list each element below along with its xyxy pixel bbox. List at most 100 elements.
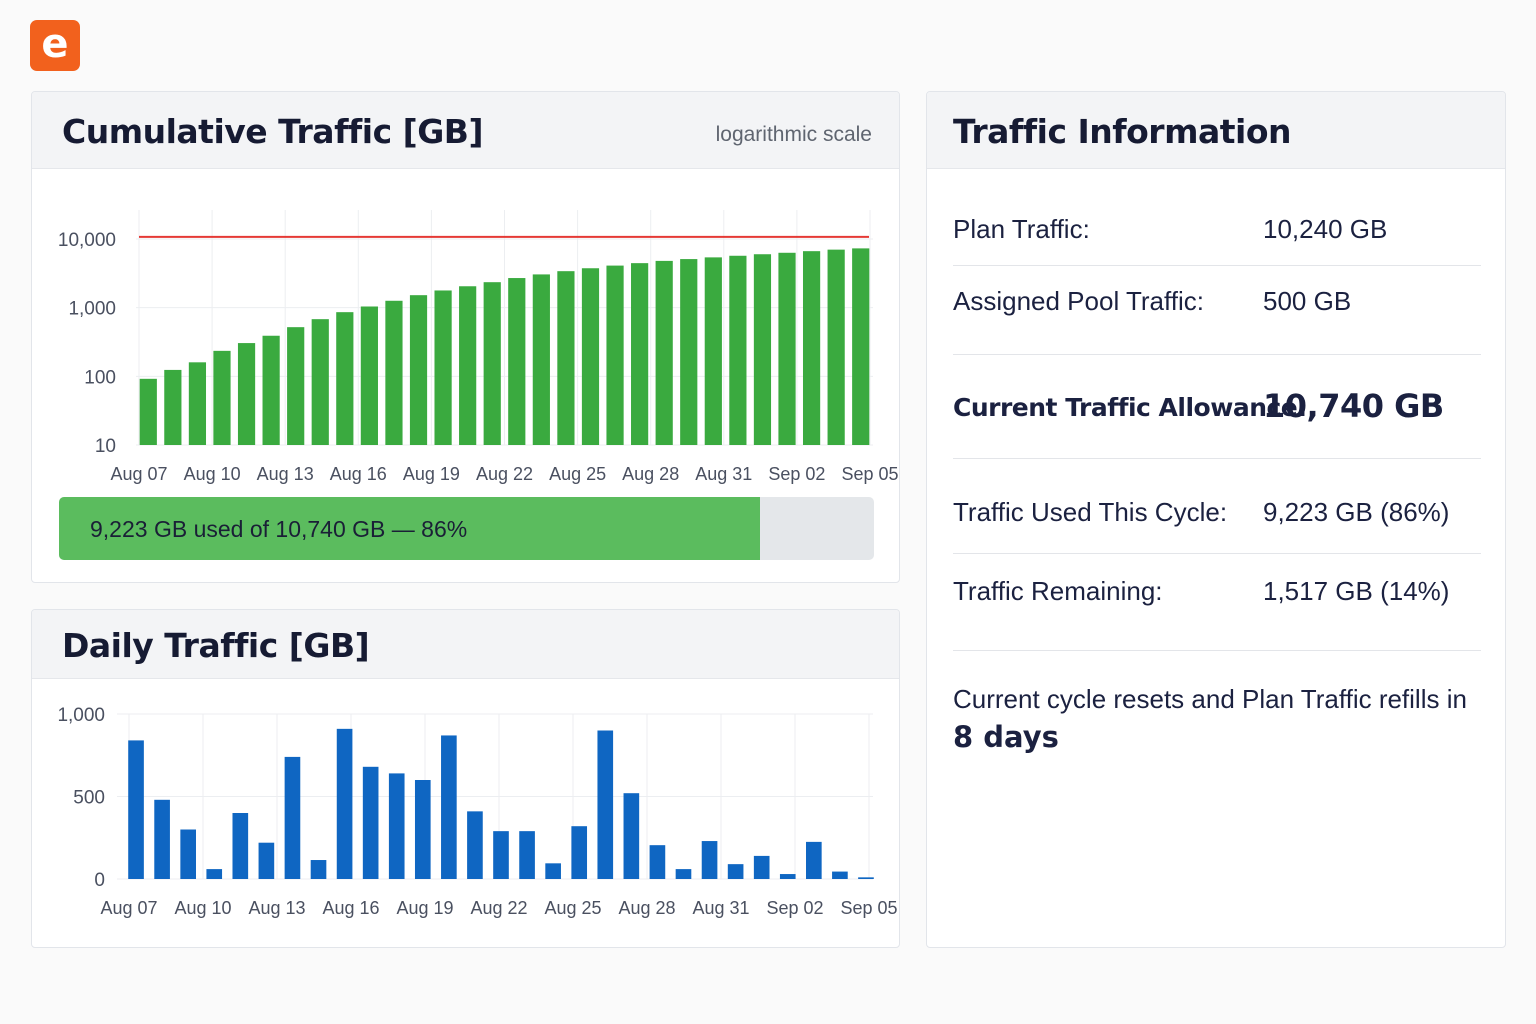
bar bbox=[571, 826, 588, 879]
bar bbox=[362, 766, 379, 879]
bar bbox=[213, 350, 231, 445]
traffic-usage-progress: 9,223 GB used of 10,740 GB — 86% bbox=[59, 497, 874, 560]
x-tick-label: Aug 22 bbox=[470, 898, 527, 918]
bar bbox=[508, 278, 526, 445]
bar bbox=[237, 343, 256, 445]
bar bbox=[779, 874, 796, 879]
traffic-allowance-value: 10,740 GB bbox=[1263, 387, 1444, 425]
progress-label: 9,223 GB used of 10,740 GB — 86% bbox=[90, 516, 468, 542]
bar bbox=[675, 869, 692, 879]
x-tick-label: Aug 25 bbox=[544, 898, 601, 918]
bar bbox=[623, 793, 640, 879]
bar bbox=[655, 260, 673, 445]
y-tick-label: 1,000 bbox=[68, 299, 116, 320]
bar bbox=[532, 274, 550, 445]
bar bbox=[310, 860, 327, 879]
bar bbox=[336, 312, 354, 445]
bar bbox=[284, 756, 301, 879]
x-tick-label: Aug 25 bbox=[549, 464, 606, 484]
traffic-information-header: Traffic Information bbox=[927, 92, 1505, 169]
x-tick-label: Aug 28 bbox=[618, 898, 675, 918]
bar bbox=[336, 728, 353, 879]
x-tick-label: Aug 31 bbox=[695, 464, 752, 484]
bar bbox=[753, 254, 772, 445]
y-tick-label: 0 bbox=[94, 870, 105, 891]
bar bbox=[258, 842, 275, 879]
divider bbox=[953, 553, 1481, 554]
bar bbox=[467, 811, 483, 879]
bar bbox=[188, 362, 207, 445]
x-tick-label: Aug 19 bbox=[403, 464, 460, 484]
traffic-information-panel: Traffic Information Plan Traffic: 10,240… bbox=[926, 91, 1506, 948]
pool-traffic-label: Assigned Pool Traffic: bbox=[953, 286, 1204, 316]
logo-letter: e bbox=[41, 20, 69, 67]
cumulative-traffic-panel: Cumulative Traffic [GB] logarithmic scal… bbox=[31, 91, 900, 583]
x-tick-label: Aug 16 bbox=[330, 464, 387, 484]
cumulative-traffic-title: Cumulative Traffic [GB] bbox=[62, 112, 484, 151]
divider bbox=[953, 354, 1481, 355]
plan-traffic-label: Plan Traffic: bbox=[953, 214, 1090, 244]
bar bbox=[581, 268, 600, 445]
bar bbox=[441, 735, 457, 879]
plan-traffic-value: 10,240 GB bbox=[1263, 214, 1388, 244]
pool-traffic-value: 500 GB bbox=[1263, 286, 1352, 316]
traffic-used-value: 9,223 GB (86%) bbox=[1263, 497, 1450, 527]
bar bbox=[139, 378, 157, 445]
bar bbox=[597, 730, 614, 879]
divider bbox=[953, 265, 1481, 266]
bar bbox=[680, 259, 698, 445]
bar bbox=[778, 252, 796, 445]
bar bbox=[154, 799, 170, 879]
y-tick-label: 10,000 bbox=[58, 230, 116, 251]
traffic-remaining-value: 1,517 GB (14%) bbox=[1263, 576, 1450, 606]
y-tick-label: 10 bbox=[95, 436, 116, 457]
progress-fill bbox=[59, 497, 760, 560]
bar bbox=[180, 829, 196, 879]
bar bbox=[827, 249, 845, 445]
x-tick-label: Aug 28 bbox=[622, 464, 679, 484]
x-tick-label: Aug 19 bbox=[396, 898, 453, 918]
scale-note: logarithmic scale bbox=[715, 123, 872, 146]
bar bbox=[519, 831, 535, 879]
bar bbox=[852, 248, 870, 445]
bar bbox=[606, 265, 624, 445]
bar bbox=[206, 869, 223, 879]
bar bbox=[545, 863, 561, 879]
traffic-information-title: Traffic Information bbox=[953, 112, 1291, 151]
bar bbox=[557, 271, 575, 445]
bar bbox=[232, 813, 249, 879]
cumulative-traffic-chart: 10 100 1,000 10,000 Aug 07 Aug 10 Aug 13 Aug 16… bbox=[58, 210, 899, 484]
daily-traffic-panel: Daily Traffic [GB] 0 500 1,000 Aug 07 Aug 10… bbox=[31, 609, 900, 948]
x-tick-label: Aug 13 bbox=[248, 898, 305, 918]
bar bbox=[631, 263, 649, 445]
bar bbox=[128, 740, 144, 879]
bar bbox=[753, 855, 770, 879]
y-tick-label: 500 bbox=[73, 788, 105, 809]
traffic-remaining-label: Traffic Remaining: bbox=[953, 576, 1163, 606]
x-tick-label: Aug 07 bbox=[110, 464, 167, 484]
bar bbox=[311, 319, 329, 445]
bar bbox=[802, 251, 821, 445]
x-tick-label: Aug 31 bbox=[692, 898, 749, 918]
daily-traffic-header: Daily Traffic [GB] bbox=[32, 610, 899, 679]
x-tick-label: Sep 02 bbox=[766, 898, 823, 918]
bar bbox=[262, 335, 280, 445]
app-logo[interactable]: e bbox=[30, 20, 80, 71]
bar bbox=[701, 841, 718, 879]
bar bbox=[459, 286, 477, 445]
daily-traffic-chart: 0 500 1,000 Aug 07 Aug 10 Aug 13 Aug 16 Aug 19 A… bbox=[57, 705, 897, 918]
cumulative-traffic-header: Cumulative Traffic [GB] logarithmic scal… bbox=[32, 92, 899, 169]
bar bbox=[704, 257, 722, 445]
x-tick-label: Aug 13 bbox=[257, 464, 314, 484]
bar bbox=[483, 282, 501, 445]
traffic-used-label: Traffic Used This Cycle: bbox=[953, 497, 1228, 527]
x-tick-label: Sep 05 bbox=[841, 464, 898, 484]
bar bbox=[287, 327, 305, 445]
cycle-reset-text: Current cycle resets and Plan Traffic re… bbox=[953, 684, 1467, 714]
bar bbox=[832, 871, 848, 879]
bar bbox=[727, 864, 744, 879]
x-tick-label: Aug 10 bbox=[174, 898, 231, 918]
bar bbox=[409, 295, 428, 445]
cycle-reset-notice: Current cycle resets and Plan Traffic re… bbox=[953, 680, 1488, 756]
bar bbox=[434, 290, 452, 445]
